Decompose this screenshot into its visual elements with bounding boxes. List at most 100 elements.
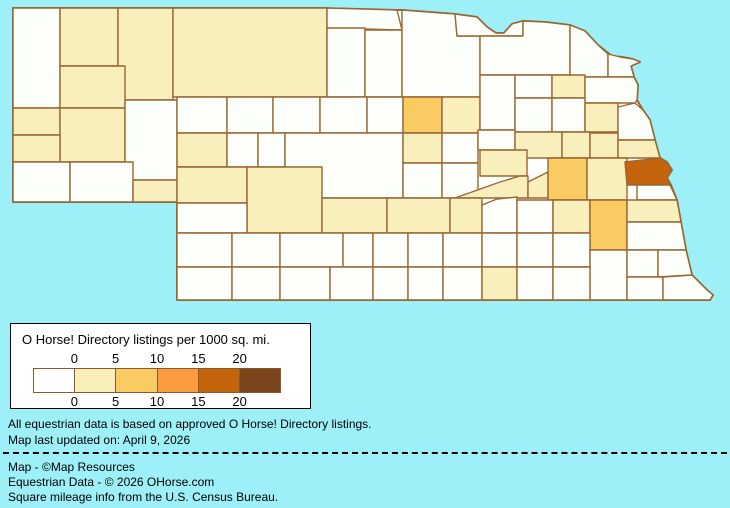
county — [442, 266, 483, 301]
county — [176, 132, 228, 168]
county — [364, 29, 403, 98]
county — [626, 249, 659, 278]
county — [454, 13, 524, 37]
county — [366, 96, 404, 134]
county — [231, 232, 281, 268]
county — [342, 232, 374, 268]
legend-tick: 0 — [70, 394, 78, 409]
county — [226, 96, 274, 134]
nebraska-county-map — [12, 7, 714, 301]
legend-tick: 5 — [112, 351, 120, 366]
county — [176, 232, 233, 268]
county — [319, 96, 368, 134]
county — [607, 53, 641, 78]
county — [246, 166, 323, 234]
legend-ticks-bottom: 0 5 10 15 20 — [11, 394, 310, 409]
county — [516, 266, 554, 301]
county — [279, 232, 344, 268]
county — [231, 266, 281, 301]
county — [442, 232, 483, 268]
legend-ticks-top: 0 5 10 15 20 — [11, 351, 310, 366]
county — [402, 132, 443, 164]
legend-swatch — [33, 368, 76, 393]
county — [59, 65, 126, 109]
legend-tick: 5 — [112, 394, 120, 409]
county — [59, 7, 119, 67]
county — [12, 161, 71, 203]
county — [257, 132, 286, 168]
county — [407, 232, 444, 268]
county — [552, 232, 591, 268]
legend-swatch — [197, 368, 240, 393]
county — [449, 197, 483, 234]
county — [481, 266, 518, 301]
county — [176, 166, 248, 204]
county — [407, 266, 444, 301]
county — [552, 266, 591, 301]
county — [626, 276, 664, 301]
county — [589, 249, 628, 301]
county — [12, 7, 61, 109]
county — [372, 232, 409, 268]
county — [617, 102, 656, 141]
county — [441, 132, 479, 164]
legend-swatch — [156, 368, 199, 393]
county — [617, 139, 661, 159]
county — [172, 7, 328, 98]
dashed-divider — [3, 452, 727, 454]
county — [547, 157, 588, 201]
legend-title: O Horse! Directory listings per 1000 sq.… — [22, 332, 270, 347]
county — [516, 199, 554, 234]
county — [589, 199, 628, 251]
county — [479, 74, 516, 131]
county — [117, 7, 174, 101]
credit-map: Map - ©Map Resources — [8, 460, 135, 474]
legend-box: O Horse! Directory listings per 1000 sq.… — [10, 323, 311, 409]
county — [226, 132, 259, 168]
county — [329, 266, 374, 301]
county — [372, 266, 409, 301]
county — [176, 96, 228, 134]
county — [481, 232, 518, 268]
county — [584, 102, 619, 133]
county — [176, 266, 233, 301]
county — [569, 24, 609, 78]
county — [584, 76, 639, 104]
county — [589, 132, 619, 159]
county — [402, 162, 443, 199]
note-data-source: All equestrian data is based on approved… — [8, 417, 372, 431]
county — [514, 97, 553, 133]
county — [477, 129, 516, 151]
legend-tick: 10 — [149, 394, 165, 409]
county — [626, 221, 687, 251]
county — [132, 179, 178, 203]
legend-tick: 0 — [70, 351, 78, 366]
legend-tick: 15 — [191, 351, 206, 366]
county — [279, 266, 331, 301]
credit-square-mileage: Square mileage info from the U.S. Census… — [8, 490, 279, 504]
county — [386, 197, 451, 234]
legend-swatches — [33, 368, 282, 393]
county — [514, 74, 553, 99]
legend-tick: 15 — [191, 394, 206, 409]
county — [479, 149, 528, 177]
county — [551, 97, 586, 133]
legend-tick: 20 — [232, 394, 247, 409]
county — [326, 7, 403, 31]
county — [662, 274, 714, 301]
credit-equestrian-data: Equestrian Data - © 2026 OHorse.com — [8, 475, 215, 489]
county — [321, 197, 388, 234]
legend-swatch — [115, 368, 158, 393]
county — [326, 27, 366, 98]
county — [561, 131, 591, 159]
county — [626, 199, 682, 223]
county — [59, 107, 126, 163]
legend-tick: 20 — [232, 351, 247, 366]
legend-tick: 10 — [149, 351, 165, 366]
county — [551, 74, 586, 99]
county — [552, 199, 591, 234]
legend-swatch — [238, 368, 282, 393]
county — [176, 202, 248, 234]
county — [441, 96, 481, 134]
county — [402, 96, 443, 134]
